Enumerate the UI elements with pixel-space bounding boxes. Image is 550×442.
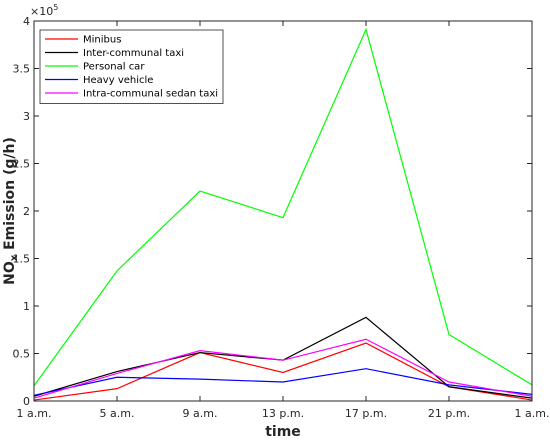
x-tick-label: 1 a.m. (515, 407, 550, 420)
y-axis-title: NOx Emission (g/h) (2, 137, 20, 285)
y-axis-exponent: ×105 (30, 3, 58, 18)
x-tick-label: 1 a.m. (17, 407, 52, 420)
x-tick-label: 9 a.m. (183, 407, 218, 420)
x-tick-label: 21 p.m. (428, 407, 470, 420)
y-exponent-power: 5 (53, 3, 58, 12)
y-title-rest: Emission (g/h) (2, 137, 18, 255)
legend-box (39, 29, 224, 104)
x-tick-label: 13 p.m. (262, 407, 304, 420)
y-title-sub: x (9, 254, 20, 261)
x-tick-label: 17 p.m. (345, 407, 387, 420)
y-tick-label: 0 (23, 395, 30, 408)
y-tick-label: 1.5 (13, 253, 31, 266)
series-line-personal-car (33, 27, 533, 387)
series-line-heavy-vehicle (33, 368, 533, 396)
legend-entry: Inter-communal taxi (83, 48, 184, 59)
y-tick-label: 3.5 (13, 63, 31, 76)
y-tick-label: 0.5 (13, 348, 31, 361)
y-tick-label: 2 (23, 205, 30, 218)
legend-entry: Intra-communal sedan taxi (83, 89, 218, 100)
series-line-intra-communal-sedan-taxi (33, 338, 533, 399)
y-tick-label: 2.5 (13, 158, 31, 171)
legend-entry: Minibus (83, 35, 121, 46)
series-layer (33, 27, 533, 401)
y-tick-label: 3 (23, 110, 30, 123)
legend-entry: Heavy vehicle (83, 75, 153, 86)
legend-entry: Personal car (83, 62, 145, 73)
y-title-base: NO (2, 261, 18, 285)
y-tick-label: 1 (23, 300, 30, 313)
x-tick-label: 5 a.m. (100, 407, 135, 420)
y-tick-label: 4 (23, 15, 30, 28)
axes-layer: 1 a.m. 5 a.m. 9 a.m. 13 p.m. 17 p.m. 21 p.m. 1… (13, 15, 550, 420)
legend: Minibus Inter-communal taxi Personal car He… (39, 29, 224, 104)
series-line-minibus (33, 342, 533, 401)
x-axis-title: time (265, 424, 301, 440)
y-exponent-base: ×10 (30, 5, 53, 18)
